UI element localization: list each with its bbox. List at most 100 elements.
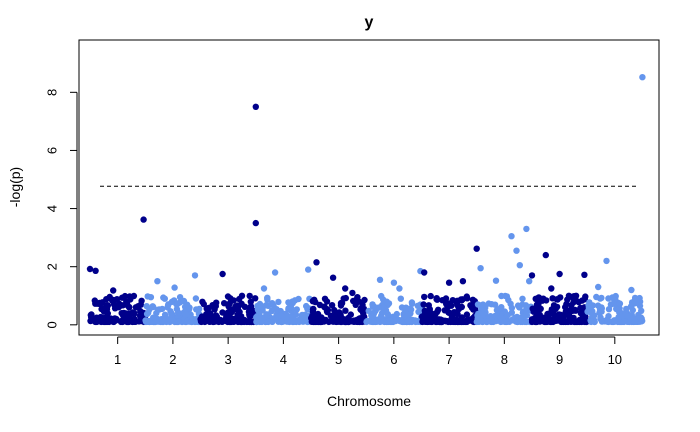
marker-point — [153, 317, 160, 324]
marker-point — [115, 300, 123, 307]
marker-point — [544, 310, 551, 318]
marker-point — [132, 304, 140, 311]
marker-point-notable — [171, 284, 178, 291]
marker-point-notable — [603, 257, 610, 265]
marker-point — [246, 292, 253, 300]
x-tick-label: 8 — [501, 352, 508, 367]
chromosome-4-points — [253, 266, 314, 326]
marker-point — [535, 294, 542, 301]
marker-point — [361, 296, 368, 304]
marker-point — [223, 313, 230, 320]
marker-point — [193, 306, 200, 313]
marker-point — [459, 318, 466, 325]
marker-point — [273, 306, 280, 313]
chromosome-1-points — [86, 216, 149, 326]
marker-point — [572, 307, 579, 314]
marker-point — [212, 302, 219, 310]
marker-point — [380, 318, 387, 325]
marker-point — [125, 318, 133, 325]
x-tick-label: 3 — [225, 352, 232, 367]
marker-point-notable — [445, 279, 453, 286]
marker-point — [131, 318, 138, 325]
marker-point — [119, 294, 126, 301]
marker-point — [476, 315, 483, 322]
marker-point — [258, 314, 266, 321]
marker-point — [254, 302, 261, 310]
marker-point — [342, 307, 349, 314]
chromosome-2-points — [142, 272, 204, 326]
marker-point-notable — [421, 269, 428, 276]
marker-point — [127, 296, 134, 303]
marker-point-notable — [526, 278, 533, 285]
marker-point — [252, 295, 259, 302]
y-tick-label: 6 — [45, 147, 60, 154]
marker-point — [421, 307, 428, 314]
marker-point-notable — [252, 103, 259, 111]
marker-point-notable — [305, 266, 312, 273]
marker-point — [264, 296, 271, 303]
x-tick-label: 2 — [169, 352, 176, 367]
marker-point — [275, 298, 282, 306]
marker-point — [238, 300, 245, 307]
marker-point — [447, 318, 454, 325]
x-tick-label: 10 — [608, 352, 622, 367]
marker-point — [234, 311, 241, 318]
marker-point — [611, 317, 618, 325]
marker-point — [458, 297, 465, 304]
marker-point — [491, 301, 499, 308]
marker-point — [206, 310, 214, 317]
marker-point — [427, 292, 434, 300]
marker-point — [192, 317, 199, 325]
marker-point — [119, 312, 127, 319]
marker-point — [519, 295, 526, 302]
marker-point — [605, 306, 613, 313]
marker-point-notable — [342, 285, 349, 292]
marker-point — [429, 318, 436, 325]
marker-point — [285, 299, 292, 306]
marker-point — [533, 305, 540, 312]
marker-point-notable — [349, 289, 356, 297]
marker-point — [230, 297, 237, 304]
marker-point-notable — [492, 277, 500, 284]
marker-point — [568, 302, 575, 309]
marker-point — [342, 318, 350, 326]
marker-point — [342, 294, 349, 302]
marker-point — [614, 306, 622, 314]
marker-point-notable — [459, 278, 467, 285]
marker-point — [324, 306, 331, 313]
marker-point-notable — [271, 269, 279, 276]
chromosome-10-points — [584, 74, 646, 326]
marker-point — [598, 308, 605, 315]
chromosome-9-points — [528, 251, 590, 326]
marker-point-notable — [513, 247, 520, 254]
marker-point — [439, 297, 446, 304]
marker-point — [108, 297, 116, 304]
marker-point — [213, 313, 220, 320]
marker-point-notable — [542, 251, 549, 259]
marker-point — [563, 300, 570, 308]
marker-point-notable — [516, 262, 523, 269]
marker-point — [397, 317, 405, 324]
marker-point — [418, 313, 426, 320]
marker-point — [469, 296, 477, 303]
marker-point — [370, 310, 377, 318]
x-tick-label: 4 — [280, 352, 287, 367]
marker-point — [117, 318, 125, 326]
marker-point — [554, 296, 561, 303]
marker-point — [329, 315, 336, 323]
marker-point — [293, 306, 300, 313]
marker-point — [243, 318, 251, 325]
marker-point-notable — [252, 219, 259, 227]
marker-point-notable — [639, 74, 646, 81]
marker-point — [445, 309, 452, 316]
marker-point — [166, 316, 174, 323]
chromosome-3-points — [197, 103, 259, 326]
marker-point — [109, 317, 117, 324]
y-tick-label: 4 — [45, 205, 60, 212]
marker-point — [576, 318, 583, 326]
marker-point — [289, 318, 296, 325]
marker-point — [464, 316, 472, 323]
x-tick-label: 7 — [445, 352, 452, 367]
marker-point — [429, 311, 436, 318]
